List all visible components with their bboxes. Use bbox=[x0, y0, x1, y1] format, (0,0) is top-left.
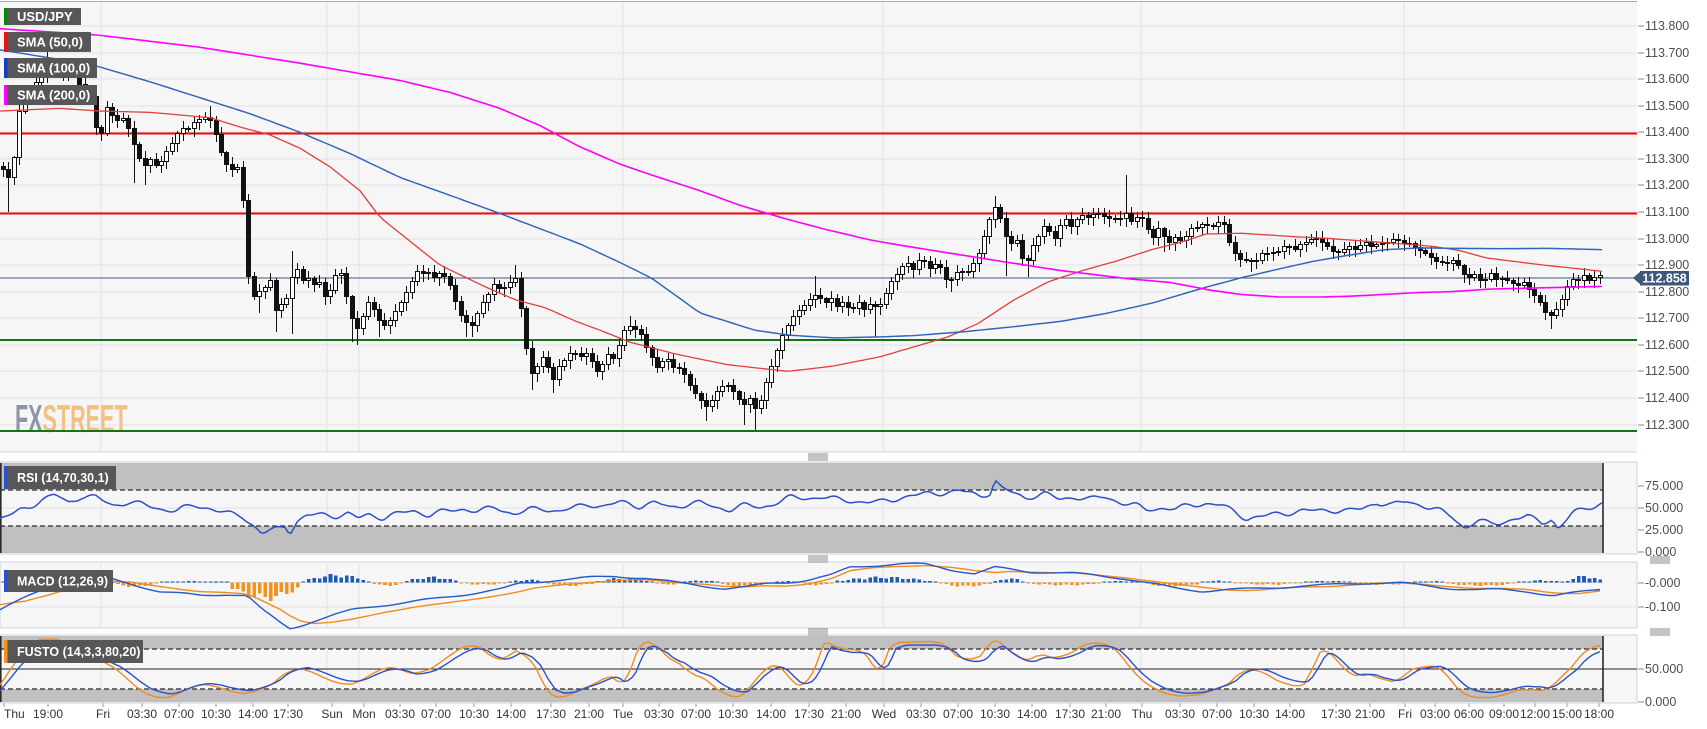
svg-text:09:00: 09:00 bbox=[1489, 707, 1519, 721]
svg-text:113.800: 113.800 bbox=[1645, 19, 1689, 33]
svg-text:113.600: 113.600 bbox=[1645, 72, 1689, 86]
svg-text:112.900: 112.900 bbox=[1645, 258, 1689, 272]
svg-text:14:00: 14:00 bbox=[238, 707, 268, 721]
svg-text:07:00: 07:00 bbox=[1202, 707, 1232, 721]
svg-text:113.100: 113.100 bbox=[1645, 205, 1689, 219]
svg-text:10:30: 10:30 bbox=[459, 707, 489, 721]
svg-text:Thu: Thu bbox=[4, 707, 25, 721]
svg-text:113.400: 113.400 bbox=[1645, 125, 1689, 139]
svg-text:0.000: 0.000 bbox=[1645, 695, 1676, 709]
svg-text:50.000: 50.000 bbox=[1645, 501, 1683, 515]
svg-text:21:00: 21:00 bbox=[574, 707, 604, 721]
svg-text:07:00: 07:00 bbox=[681, 707, 711, 721]
svg-text:112.500: 112.500 bbox=[1645, 364, 1689, 378]
svg-text:Tue: Tue bbox=[613, 707, 634, 721]
svg-text:FXSTREET: FXSTREET bbox=[15, 397, 128, 440]
svg-text:0.000: 0.000 bbox=[1645, 545, 1676, 559]
svg-text:75.000: 75.000 bbox=[1645, 479, 1683, 493]
svg-text:FUSTO (14,3,3,80,20): FUSTO (14,3,3,80,20) bbox=[17, 645, 140, 659]
svg-text:10:30: 10:30 bbox=[980, 707, 1010, 721]
svg-text:03:30: 03:30 bbox=[906, 707, 936, 721]
svg-text:113.300: 113.300 bbox=[1645, 152, 1689, 166]
svg-text:14:00: 14:00 bbox=[496, 707, 526, 721]
svg-text:17:30: 17:30 bbox=[273, 707, 303, 721]
svg-text:07:00: 07:00 bbox=[421, 707, 451, 721]
svg-text:17:30: 17:30 bbox=[1321, 707, 1351, 721]
svg-text:50.000: 50.000 bbox=[1645, 662, 1683, 676]
svg-text:Fri: Fri bbox=[1398, 707, 1412, 721]
svg-text:10:30: 10:30 bbox=[201, 707, 231, 721]
svg-text:15:00: 15:00 bbox=[1552, 707, 1582, 721]
svg-text:113.500: 113.500 bbox=[1645, 99, 1689, 113]
svg-text:21:00: 21:00 bbox=[1091, 707, 1121, 721]
svg-text:14:00: 14:00 bbox=[1017, 707, 1047, 721]
svg-text:21:00: 21:00 bbox=[1355, 707, 1385, 721]
svg-text:03:30: 03:30 bbox=[644, 707, 674, 721]
svg-text:03:30: 03:30 bbox=[1165, 707, 1195, 721]
svg-text:SMA (200,0): SMA (200,0) bbox=[17, 88, 90, 103]
svg-text:10:30: 10:30 bbox=[718, 707, 748, 721]
svg-text:07:00: 07:00 bbox=[943, 707, 973, 721]
svg-text:112.600: 112.600 bbox=[1645, 338, 1689, 352]
svg-text:112.800: 112.800 bbox=[1645, 285, 1689, 299]
svg-text:-0.100: -0.100 bbox=[1645, 600, 1680, 614]
svg-text:12:00: 12:00 bbox=[1520, 707, 1550, 721]
svg-text:14:00: 14:00 bbox=[1275, 707, 1305, 721]
svg-text:112.400: 112.400 bbox=[1645, 391, 1689, 405]
svg-text:25.000: 25.000 bbox=[1645, 523, 1683, 537]
svg-text:17:30: 17:30 bbox=[1055, 707, 1085, 721]
svg-text:USD/JPY: USD/JPY bbox=[17, 9, 73, 24]
svg-text:113.000: 113.000 bbox=[1645, 232, 1689, 246]
svg-text:03:30: 03:30 bbox=[127, 707, 157, 721]
svg-text:14:00: 14:00 bbox=[756, 707, 786, 721]
svg-text:113.200: 113.200 bbox=[1645, 178, 1689, 192]
svg-text:17:30: 17:30 bbox=[794, 707, 824, 721]
svg-text:MACD (12,26,9): MACD (12,26,9) bbox=[17, 575, 108, 589]
svg-text:21:00: 21:00 bbox=[831, 707, 861, 721]
svg-text:RSI (14,70,30,1): RSI (14,70,30,1) bbox=[17, 471, 109, 485]
svg-text:113.700: 113.700 bbox=[1645, 46, 1689, 60]
svg-text:-0.000: -0.000 bbox=[1645, 576, 1680, 590]
svg-text:112.700: 112.700 bbox=[1645, 311, 1689, 325]
svg-text:18:00: 18:00 bbox=[1584, 707, 1614, 721]
svg-text:Sun: Sun bbox=[321, 707, 342, 721]
svg-text:Mon: Mon bbox=[352, 707, 375, 721]
svg-text:Thu: Thu bbox=[1132, 707, 1153, 721]
svg-text:SMA (100,0): SMA (100,0) bbox=[17, 61, 90, 76]
svg-text:112.300: 112.300 bbox=[1645, 418, 1689, 432]
svg-text:SMA (50,0): SMA (50,0) bbox=[17, 35, 83, 50]
svg-text:Fri: Fri bbox=[96, 707, 110, 721]
svg-text:03:00: 03:00 bbox=[1420, 707, 1450, 721]
svg-text:Wed: Wed bbox=[872, 707, 896, 721]
svg-text:03:30: 03:30 bbox=[385, 707, 415, 721]
svg-text:10:30: 10:30 bbox=[1239, 707, 1269, 721]
svg-text:06:00: 06:00 bbox=[1454, 707, 1484, 721]
svg-text:07:00: 07:00 bbox=[164, 707, 194, 721]
svg-text:112.858: 112.858 bbox=[1642, 272, 1687, 286]
svg-text:19:00: 19:00 bbox=[33, 707, 63, 721]
svg-text:17:30: 17:30 bbox=[536, 707, 566, 721]
